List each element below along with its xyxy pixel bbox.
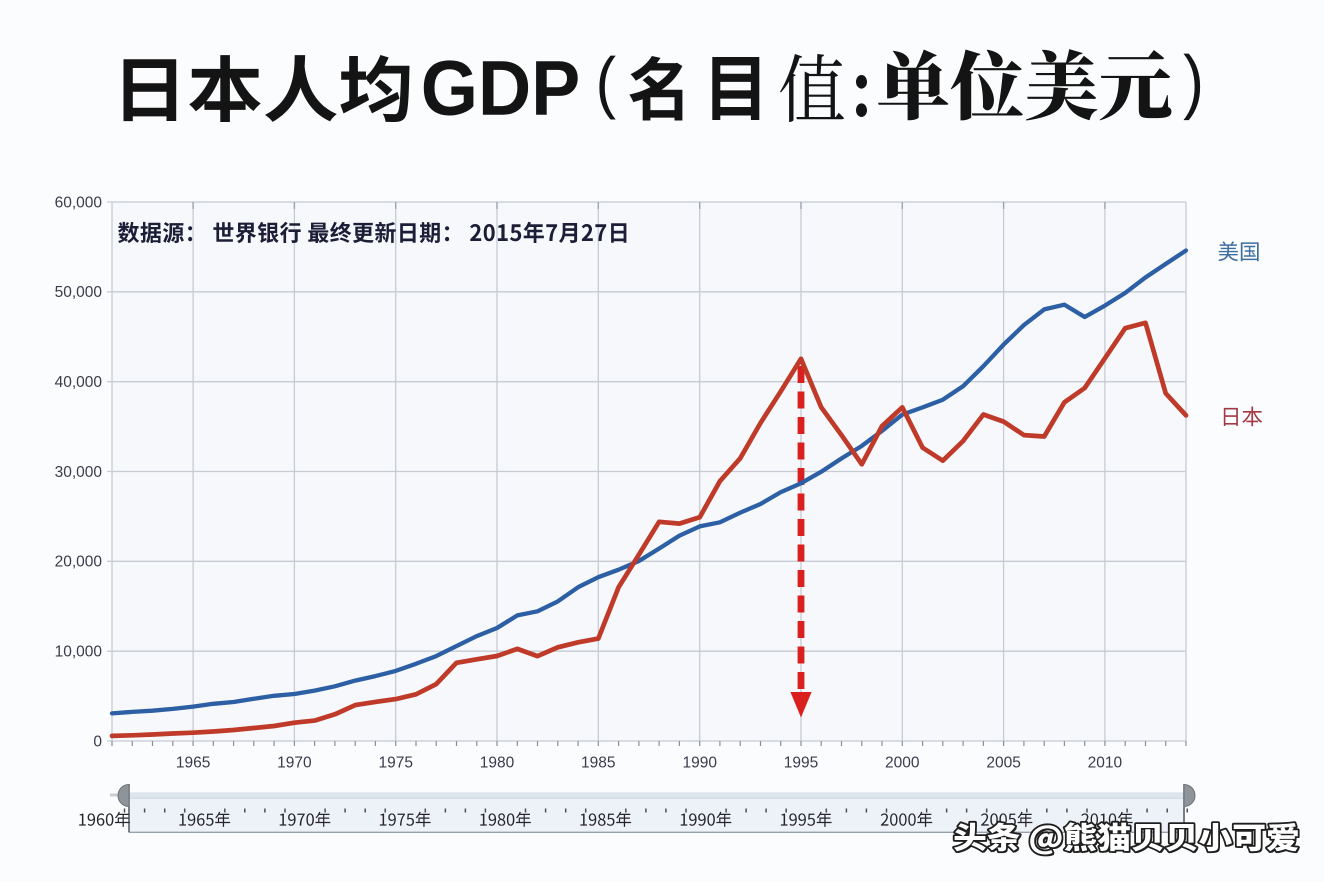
svg-text:2010: 2010 — [1088, 755, 1123, 772]
svg-text:0: 0 — [93, 733, 102, 750]
svg-text:1980: 1980 — [480, 755, 515, 772]
svg-text:10,000: 10,000 — [55, 644, 103, 661]
svg-text:30,000: 30,000 — [55, 464, 103, 481]
svg-text:60,000: 60,000 — [55, 194, 103, 211]
svg-text:1975: 1975 — [378, 755, 412, 772]
svg-text:1990: 1990 — [682, 755, 717, 772]
svg-text:1970: 1970 — [277, 755, 312, 772]
svg-text:2000: 2000 — [885, 755, 920, 772]
svg-text:1995: 1995 — [784, 755, 818, 772]
svg-text:2005: 2005 — [986, 755, 1020, 772]
svg-text:1985: 1985 — [581, 755, 615, 772]
svg-text:20,000: 20,000 — [55, 554, 103, 571]
svg-text:50,000: 50,000 — [55, 284, 103, 301]
svg-text:1965: 1965 — [176, 755, 210, 772]
svg-text:40,000: 40,000 — [55, 374, 103, 391]
